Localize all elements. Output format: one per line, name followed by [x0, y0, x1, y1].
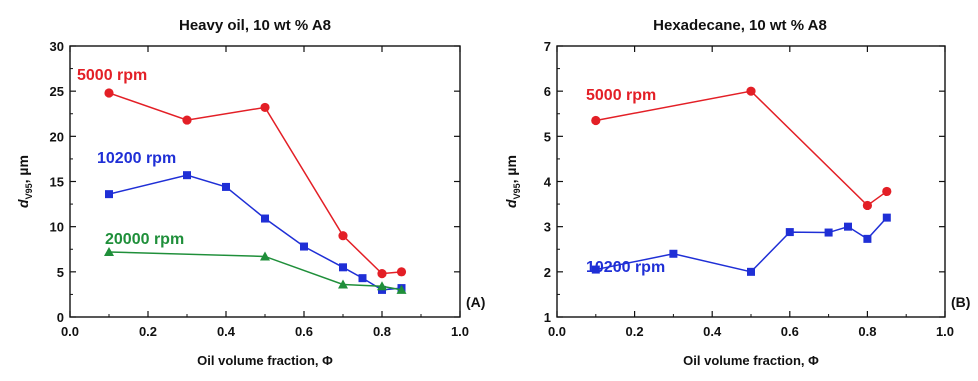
data-point: [747, 267, 755, 276]
y-tick-label: 3: [544, 220, 551, 235]
data-point: [396, 267, 407, 277]
x-tick-label: 0.8: [373, 324, 391, 339]
y-tick-label: 5: [544, 129, 551, 144]
chart-panel-b: Hexadecane, 10 wt % A8 0.0 0.2 0.4 0.6 0.8 1.0…: [503, 17, 970, 368]
data-point: [182, 115, 192, 125]
data-point: [300, 242, 308, 251]
series-label: 5000 rpm: [586, 87, 656, 104]
series-label: 10200 rpm: [586, 259, 665, 276]
y-tick-label: 15: [50, 175, 64, 190]
data-point: [862, 200, 873, 211]
series-10200-rpm: 10200 rpm: [97, 150, 406, 294]
x-tick-label: 0.4: [703, 324, 722, 339]
data-point: [844, 222, 852, 231]
panel-label: (A): [466, 294, 485, 310]
chart-title: Hexadecane, 10 wt % A8: [653, 17, 827, 34]
y-axis-label-main: d: [15, 199, 31, 208]
data-point: [396, 284, 407, 294]
y-tick-label: 6: [544, 84, 551, 99]
x-tick-label: 0.2: [626, 324, 644, 339]
y-axis-label-unit: , µm: [503, 155, 519, 183]
data-point: [222, 182, 230, 191]
series-line: [595, 90, 888, 207]
x-tick-label: 0.0: [61, 324, 79, 339]
y-tick-label: 5: [57, 265, 64, 280]
data-point: [260, 251, 270, 261]
chart-panel-a: Heavy oil, 10 wt % A8 0.0 0.2 0.4 0.6 0.8 1.0 0…: [15, 17, 485, 368]
data-point: [824, 228, 833, 237]
data-point: [746, 86, 756, 96]
series-label: 20000 rpm: [105, 231, 184, 248]
series-10200-rpm: 10200 rpm: [586, 213, 891, 276]
data-point: [377, 281, 387, 291]
y-tick-label: 30: [50, 39, 64, 54]
x-tick-label: 0.0: [548, 324, 566, 339]
x-axis-label: Oil volume fraction, Φ: [197, 353, 333, 368]
y-axis-label-sub: V95: [512, 183, 522, 199]
x-tick-label: 0.8: [858, 324, 876, 339]
data-point: [338, 231, 348, 241]
data-point: [261, 214, 269, 223]
data-point: [785, 228, 794, 237]
x-tick-label: 0.2: [139, 324, 157, 339]
data-point: [591, 265, 600, 274]
y-tick-label: 4: [544, 175, 552, 190]
series-line: [108, 251, 402, 291]
data-point: [863, 234, 872, 243]
series-20000-rpm: 20000 rpm: [104, 231, 407, 294]
series-5000-rpm: 5000 rpm: [586, 86, 892, 211]
data-point: [183, 171, 191, 180]
data-point: [882, 213, 891, 222]
x-tick-label: 0.6: [295, 324, 313, 339]
panel-label: (B): [951, 294, 970, 310]
series-label: 5000 rpm: [77, 67, 147, 84]
data-point: [591, 115, 601, 126]
y-axis-label-main: d: [503, 199, 519, 208]
x-tick-label: 1.0: [936, 324, 954, 339]
y-axis-label-sub: V95: [24, 183, 34, 199]
x-tick-label: 1.0: [451, 324, 469, 339]
y-tick-label: 25: [50, 84, 64, 99]
y-tick-label: 1: [544, 310, 551, 325]
x-axis-label: Oil volume fraction, Φ: [683, 353, 819, 368]
y-axis-label-unit: , µm: [15, 155, 31, 183]
data-point: [377, 269, 387, 279]
data-point: [105, 190, 113, 199]
y-axis-label: dV95, µm: [503, 155, 522, 208]
series-label: 10200 rpm: [97, 150, 176, 167]
y-tick-label: 20: [50, 129, 64, 144]
x-tick-label: 0.6: [781, 324, 799, 339]
data-point: [669, 249, 678, 258]
data-point: [104, 88, 114, 98]
data-point: [339, 263, 347, 272]
data-point: [260, 102, 270, 113]
data-point: [358, 274, 367, 283]
data-point: [338, 279, 348, 289]
x-tick-label: 0.4: [217, 324, 236, 339]
chart-title: Heavy oil, 10 wt % A8: [179, 17, 331, 34]
y-axis-label: dV95, µm: [15, 155, 34, 208]
y-tick-label: 0: [57, 310, 64, 325]
series-5000-rpm: 5000 rpm: [77, 67, 407, 279]
y-tick-label: 10: [50, 220, 64, 235]
data-point: [104, 246, 114, 256]
y-tick-label: 7: [544, 39, 551, 54]
y-tick-label: 2: [544, 265, 551, 280]
data-point: [882, 186, 892, 197]
